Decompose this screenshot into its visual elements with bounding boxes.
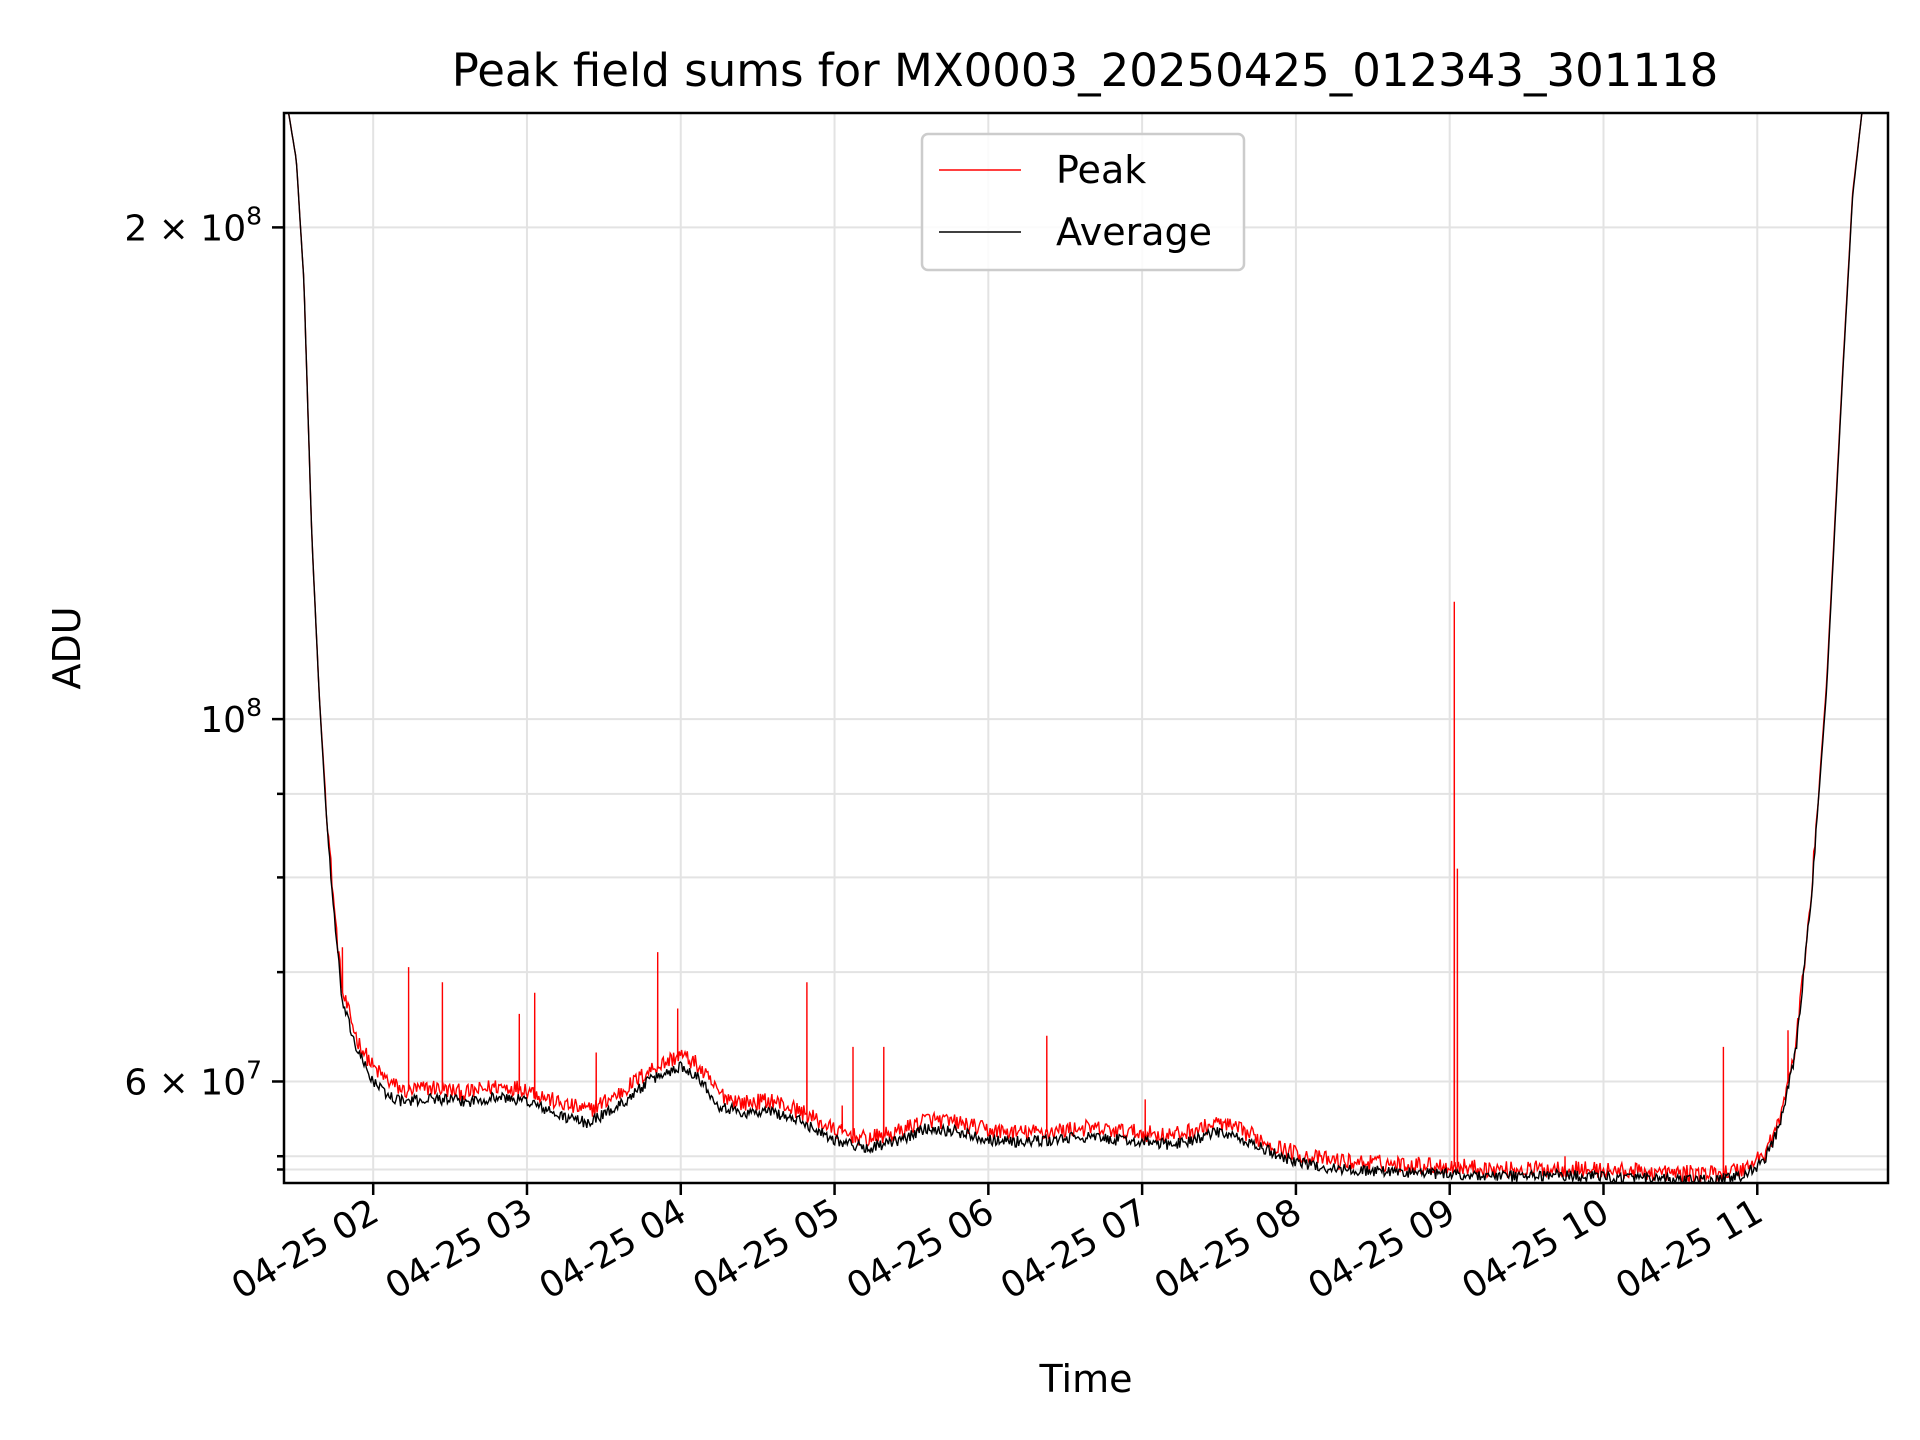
legend: Peak Average [920, 132, 1246, 272]
x-axis-label: Time [1039, 1357, 1133, 1401]
legend-label-average: Average [1056, 210, 1212, 254]
series-line-average [287, 113, 1888, 1183]
y-tick-label: 6 × 107 [124, 1055, 262, 1103]
series-line-peak [287, 113, 1888, 1183]
y-tick-label: 2 × 108 [124, 201, 262, 249]
y-axis-label: ADU [45, 606, 89, 689]
plot-frame [282, 111, 1890, 1185]
chart-title: Peak field sums for MX0003_20250425_0123… [452, 44, 1719, 97]
y-axis: 6 × 107 108 2 × 108 [124, 201, 284, 1171]
legend-label-peak: Peak [1056, 148, 1146, 192]
series-lines [287, 113, 1888, 1183]
legend-box [920, 132, 1246, 272]
y-tick-label: 108 [200, 693, 262, 741]
